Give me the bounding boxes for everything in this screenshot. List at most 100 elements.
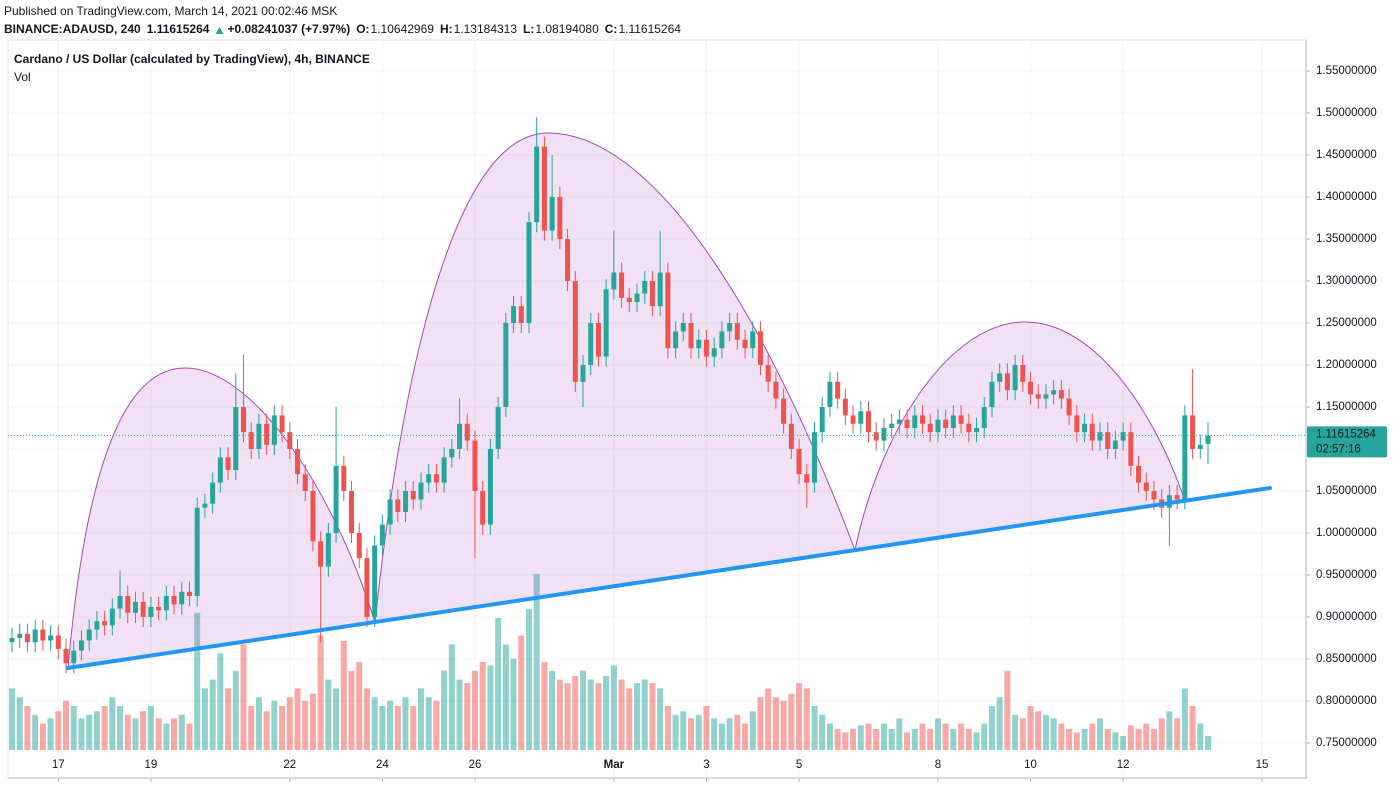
volume-bar (1166, 711, 1173, 750)
volume-bar (441, 670, 448, 750)
volume-bar (672, 714, 679, 750)
volume-bar (1019, 718, 1026, 750)
y-tick-label: 1.25000000 (1316, 317, 1377, 329)
volume-bar (1143, 723, 1150, 750)
x-tick-label: 24 (376, 759, 389, 771)
candle-body (858, 411, 864, 424)
candle-body (449, 448, 455, 458)
last-price-box (1307, 426, 1387, 458)
x-tick-label: 17 (52, 759, 65, 771)
candle-body (194, 507, 200, 596)
volume-bar (286, 697, 293, 750)
volume-bar (510, 658, 517, 750)
volume-bar (842, 732, 849, 750)
candle-body (958, 415, 964, 424)
volume-bar (93, 711, 100, 750)
volume-bar (626, 688, 633, 750)
volume-bar (1158, 718, 1165, 750)
candle-body (48, 635, 54, 641)
volume-bar (796, 683, 803, 750)
candle-body (873, 432, 879, 441)
candle-body (773, 381, 779, 399)
y-tick-label: 1.05000000 (1316, 485, 1377, 497)
symbol: BINANCE:ADAUSD, 240 (4, 22, 141, 36)
volume-bar (1150, 728, 1157, 750)
candle-body (935, 419, 941, 433)
candle-body (264, 423, 270, 445)
candle-body (395, 499, 401, 512)
candle-body (117, 595, 123, 609)
y-tick-label: 0.90000000 (1316, 611, 1377, 623)
candle-body (333, 465, 339, 533)
candle-body (1143, 482, 1149, 491)
volume-bar (101, 706, 108, 750)
volume-bar (742, 723, 749, 750)
volume-bar (9, 688, 16, 750)
candle-body (804, 474, 810, 483)
candle-body (310, 490, 316, 542)
ohlc-label: L: (523, 22, 534, 36)
candle-body (765, 364, 771, 382)
volume-bar (1081, 728, 1088, 750)
volume-bar (757, 697, 764, 750)
volume-bar (1004, 670, 1011, 750)
candle-body (1182, 415, 1188, 500)
y-tick-label: 1.40000000 (1316, 191, 1377, 203)
volume-bar (726, 718, 733, 750)
candle-body (102, 621, 108, 626)
candle-body (1074, 415, 1080, 433)
volume-bar (495, 618, 502, 750)
volume-bar (155, 718, 162, 750)
candle-body (896, 419, 902, 424)
y-tick-label: 0.85000000 (1316, 653, 1377, 665)
candle-body (1136, 465, 1142, 483)
volume-bar (572, 676, 579, 750)
volume-bar (263, 711, 270, 750)
candle-body (163, 595, 169, 611)
volume-bar (996, 697, 1003, 750)
volume-bar (178, 714, 185, 750)
volume-bar (194, 612, 201, 750)
volume-bar (24, 706, 31, 750)
volume-bar (1066, 728, 1073, 750)
volume-bar (487, 665, 494, 750)
candle-body (680, 322, 686, 332)
y-tick-label: 1.20000000 (1316, 359, 1377, 371)
candle-body (426, 474, 432, 483)
candle-body (457, 423, 463, 449)
y-tick-label: 1.50000000 (1316, 107, 1377, 119)
volume-bar (471, 670, 478, 750)
candle-body (750, 331, 756, 349)
x-tick-label: 26 (469, 759, 482, 771)
candle-body (989, 381, 995, 407)
grid (8, 40, 1306, 778)
x-tick-label: 8 (935, 759, 941, 771)
volume-bar (1189, 706, 1196, 750)
right-shoulder (854, 321, 1186, 551)
y-tick-label: 1.45000000 (1316, 149, 1377, 161)
volume-bar (456, 679, 463, 750)
volume-bar (1012, 714, 1019, 750)
candle-body (418, 482, 424, 500)
x-tick-label: 19 (145, 759, 158, 771)
candle-body (619, 272, 625, 298)
volume-bar (850, 728, 857, 750)
candle-body (1058, 390, 1064, 399)
volume-bar (1042, 714, 1049, 750)
volume-bar (425, 697, 432, 750)
candle-body (974, 427, 980, 433)
candle-body (109, 608, 115, 626)
candle-body (179, 591, 185, 605)
left-shoulder (67, 367, 376, 669)
volume-bar (47, 718, 54, 750)
candle-body (464, 423, 470, 441)
volume-bar (788, 693, 795, 750)
candle-body (349, 490, 355, 533)
candle-body (688, 322, 694, 349)
candle-body (55, 635, 61, 649)
volume-bar (541, 662, 548, 750)
candle-body (727, 322, 733, 332)
volume-bar (124, 714, 131, 750)
volume (9, 574, 1212, 750)
